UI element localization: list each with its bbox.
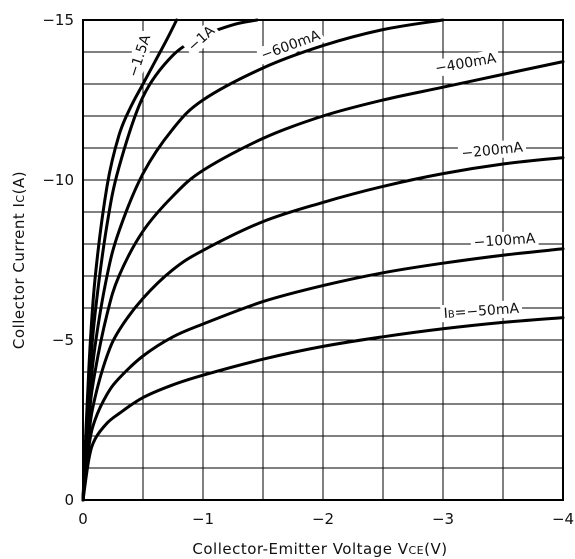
curve-labels: IB=−50mA −100mA −200mA −400mA −600mA −1A −1.5A	[123, 20, 539, 323]
curve-series	[81, 156, 565, 502]
curve-label-background	[470, 229, 539, 252]
y-tick-label: 0	[64, 491, 74, 509]
plot-frame	[82, 19, 564, 501]
y-tick-label: −5	[52, 331, 74, 349]
x-tick-label: 0	[78, 510, 88, 528]
curve-label-group: −100mA	[470, 229, 539, 252]
curve-label-group: −1A	[182, 20, 221, 57]
y-tick-labels: 0 −5 −10 −15	[42, 11, 74, 509]
curve-label: −600mA	[259, 27, 323, 63]
curve-series	[81, 247, 565, 502]
curve-label: −200mA	[461, 140, 524, 162]
curve-label: −400mA	[434, 50, 498, 77]
curve-series	[81, 316, 565, 502]
gridlines	[83, 20, 563, 500]
x-tick-label: −4	[552, 510, 574, 528]
curve-label-background	[457, 138, 527, 163]
y-tick-label: −10	[42, 171, 74, 189]
x-tick-label: −1	[192, 510, 214, 528]
curve-series	[81, 18, 179, 502]
curve-label-background	[440, 299, 523, 323]
curve-label-background	[255, 25, 326, 65]
curve-label: −100mA	[473, 231, 536, 251]
y-axis-title: Collector Current IC(A)	[10, 171, 28, 349]
curve-label: IB=−50mA	[443, 301, 520, 322]
curve-series	[81, 60, 565, 502]
curve-label-group: −400mA	[430, 48, 501, 78]
x-axis-title: Collector-Emitter Voltage VCE(V)	[192, 540, 447, 558]
x-tick-label: −3	[432, 510, 454, 528]
y-tick-label: −15	[42, 11, 74, 29]
curves	[81, 18, 565, 502]
x-tick-label: −2	[312, 510, 334, 528]
curve-label-group: −200mA	[457, 138, 527, 163]
curve-label-group: −600mA	[255, 25, 326, 65]
curve-label-background	[182, 20, 221, 57]
curve-label-group: IB=−50mA	[440, 299, 523, 323]
x-tick-labels: 0 −1 −2 −3 −4	[78, 510, 574, 528]
curve-series	[81, 18, 445, 502]
curve-label-background	[123, 29, 156, 83]
curve-label-background	[430, 48, 501, 78]
curve-label-group: −1.5A	[123, 29, 156, 83]
